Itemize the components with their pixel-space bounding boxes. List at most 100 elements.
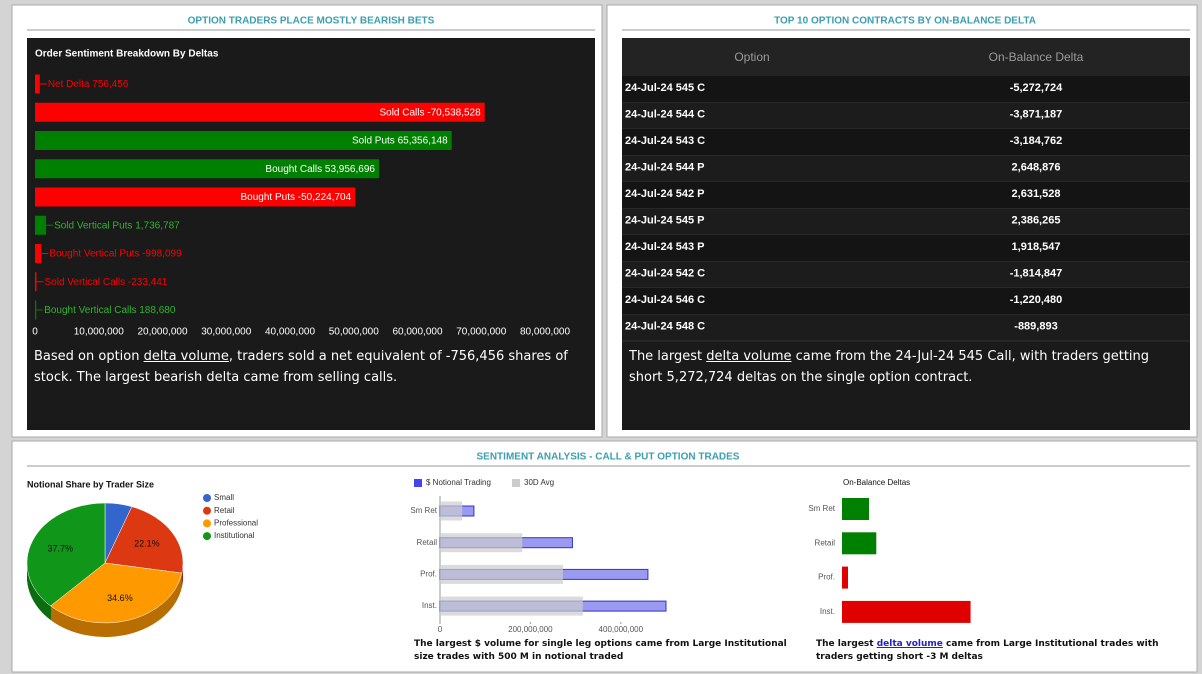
cell: 24-Jul-24 544 C [625, 108, 705, 120]
table-row [622, 261, 1190, 288]
x-tick-label: 10,000,000 [74, 327, 124, 338]
link[interactable]: delta volume [876, 639, 943, 649]
link[interactable]: delta volume [706, 349, 792, 364]
value-label: 22.1% [134, 539, 160, 549]
pie-slice [50, 562, 183, 624]
value-label: 34.6% [107, 593, 133, 603]
cell: -1,814,847 [1010, 267, 1063, 279]
bar-label: Net Delta 756,456 [48, 79, 129, 90]
cell: 2,648,876 [1012, 161, 1061, 173]
category-label: Bought Calls [265, 163, 322, 174]
table-row [622, 102, 1190, 129]
legend-label: 30D Avg [524, 478, 554, 487]
table-row [622, 288, 1190, 315]
panel-title: TOP 10 OPTION CONTRACTS BY ON-BALANCE DE… [774, 16, 1036, 27]
cell: 24-Jul-24 546 C [625, 294, 705, 306]
caption-text: Based on option [34, 349, 144, 364]
table-row [622, 235, 1190, 262]
x-tick-label: 0 [438, 625, 443, 634]
pie-slice [26, 502, 106, 607]
cell: 2,386,265 [1012, 214, 1061, 226]
legend-label: Small [214, 493, 234, 502]
link[interactable]: delta volume [143, 349, 229, 364]
caption-text: came from the 24-Jul-24 545 Call, with t… [629, 349, 1154, 385]
x-tick-label: 0 [32, 327, 38, 338]
table-row [622, 182, 1190, 209]
caption-text: The largest [629, 349, 707, 364]
cell: -3,871,187 [1010, 108, 1063, 120]
caption-text: The largest [816, 639, 877, 649]
x-tick-label: 40,000,000 [265, 327, 315, 338]
legend-swatch [203, 494, 211, 502]
cell: 24-Jul-24 543 C [625, 135, 705, 147]
bar-label: Bought Vertical Calls 188,680 [44, 305, 176, 316]
category-label: Prof. [420, 570, 437, 579]
category-label: Sm Ret [808, 504, 835, 513]
caption-text: The largest $ volume for single leg opti… [414, 639, 790, 662]
bar [35, 131, 452, 150]
cell: 24-Jul-24 542 C [625, 267, 705, 279]
x-tick-label: 70,000,000 [456, 327, 506, 338]
bar [440, 533, 523, 553]
cell: 24-Jul-24 543 P [625, 241, 705, 253]
caption-text: , traders sold a net equivalent of -756,… [34, 349, 572, 385]
chart-title: Order Sentiment Breakdown By Deltas [35, 49, 219, 60]
bar-label: Sold Vertical Calls -233,441 [44, 276, 167, 287]
category-label: Net Delta [48, 79, 90, 90]
legend-label: Retail [214, 506, 235, 515]
x-tick-label: 400,000,000 [599, 625, 644, 634]
bar [35, 215, 47, 235]
category-label: Sm Ret [410, 506, 437, 515]
legend-label: Institutional [214, 531, 255, 540]
cell: -5,272,724 [1010, 82, 1063, 94]
legend-swatch [203, 532, 211, 541]
bar [440, 564, 563, 584]
bar-label: Sold Puts 65,356,148 [352, 135, 448, 146]
table-row [622, 314, 1190, 341]
table-row [622, 208, 1190, 235]
bar-label: Bought Calls 53,956,696 [265, 163, 375, 174]
category-label: Sold Vertical Puts [54, 220, 132, 231]
x-tick-label: 20,000,000 [137, 327, 187, 338]
bar [440, 501, 463, 521]
cell: 1,918,547 [1012, 241, 1061, 253]
legend-swatch [203, 506, 211, 515]
bar [35, 244, 42, 263]
cell: -889,893 [1014, 320, 1057, 332]
caption-text: came from Large Institutional trades wit… [816, 639, 1162, 662]
bar [842, 532, 877, 555]
bar [35, 159, 379, 179]
caption: The largest $ volume for single leg opti… [414, 638, 806, 664]
table-header [622, 38, 1190, 76]
chart-title: On-Balance Deltas [843, 478, 910, 487]
category-label: Prof. [818, 573, 835, 582]
x-tick-label: 50,000,000 [329, 327, 379, 338]
cell: 24-Jul-24 545 C [625, 82, 705, 94]
caption: The largest delta volume came from the 2… [629, 346, 1179, 388]
panel [11, 440, 1198, 673]
cell: 2,631,528 [1012, 188, 1061, 200]
x-tick-label: 30,000,000 [201, 327, 251, 338]
panel-title: OPTION TRADERS PLACE MOSTLY BEARISH BETS [188, 16, 435, 27]
value-label: 188,680 [139, 305, 176, 316]
value-label: 53,956,696 [325, 163, 375, 174]
category-label: Retail [815, 538, 836, 547]
x-tick-label: 80,000,000 [520, 327, 570, 338]
table-row [622, 129, 1190, 156]
bar-label: Bought Vertical Puts -998,099 [49, 248, 182, 259]
category-label: Sold Calls [379, 107, 424, 118]
category-label: Inst. [422, 601, 437, 610]
pie-slice [104, 506, 184, 574]
chart-title: Notional Share by Trader Size [27, 479, 154, 489]
value-label: -233,441 [128, 276, 168, 287]
bar [842, 498, 869, 520]
value-label: 37.7% [47, 543, 73, 553]
category-label: Bought Vertical Calls [44, 305, 136, 316]
category-label: Bought Puts [241, 192, 295, 203]
bar [35, 300, 37, 320]
legend-swatch [414, 479, 422, 487]
x-tick-label: 60,000,000 [392, 327, 442, 338]
cell: 24-Jul-24 545 P [625, 214, 705, 226]
